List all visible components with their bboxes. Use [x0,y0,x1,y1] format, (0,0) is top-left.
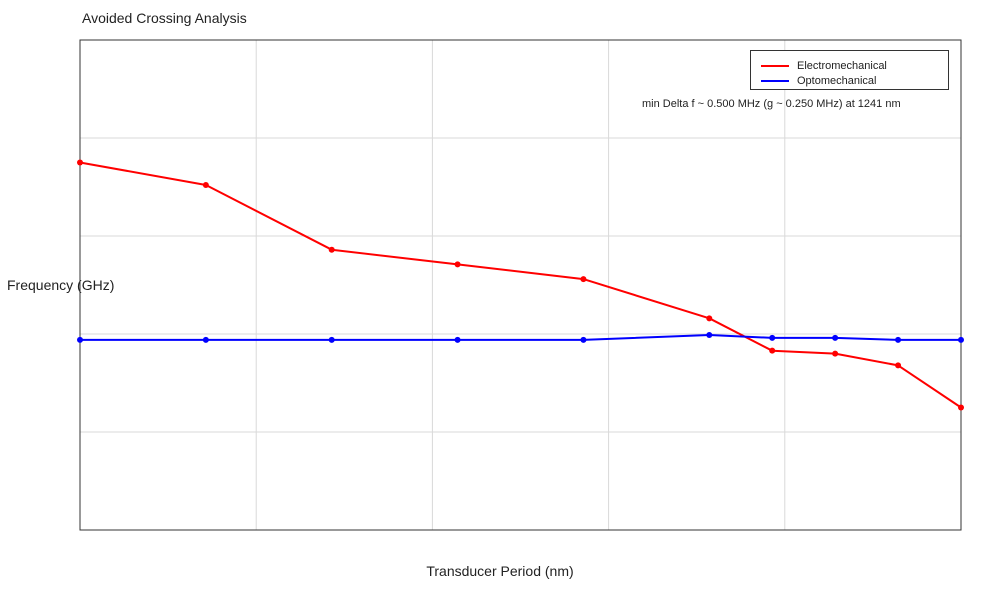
data-point-electromechanical [832,350,839,357]
legend-label-electromechanical: Electromechanical [797,60,887,72]
data-point-optomechanical [77,336,83,343]
data-point-electromechanical [328,246,335,253]
legend-swatch-electromechanical [761,65,789,67]
series-line-electromechanical [79,161,962,409]
plot-frame [79,39,962,531]
series-layer [77,159,964,411]
x-axis-label: Transducer Period (nm) [426,563,574,579]
data-point-optomechanical [769,334,776,341]
data-point-optomechanical [832,334,839,341]
series-optomechanical [77,331,964,343]
legend-label-optomechanical: Optomechanical [797,75,877,87]
data-point-optomechanical [202,336,209,343]
legend-item-optomechanical: Optomechanical [761,74,877,88]
y-axis-label: Frequency (GHz) [7,277,115,293]
data-point-electromechanical [454,261,461,268]
chart-title: Avoided Crossing Analysis [82,10,247,26]
grid-lines [80,40,961,530]
data-point-optomechanical [895,336,902,343]
data-point-electromechanical [895,362,902,369]
data-point-optomechanical [706,331,713,338]
data-point-optomechanical [958,336,964,343]
data-point-electromechanical [958,404,964,411]
legend-item-electromechanical: Electromechanical [761,59,887,73]
legend-swatch-optomechanical [761,80,789,82]
series-electromechanical [77,159,964,411]
data-point-electromechanical [202,182,209,189]
data-point-optomechanical [580,336,587,343]
data-point-electromechanical [769,347,776,354]
data-point-optomechanical [454,336,461,343]
data-point-electromechanical [580,276,587,283]
data-point-electromechanical [77,159,83,166]
min-delta-annotation: min Delta f ~ 0.500 MHz (g ~ 0.250 MHz) … [642,98,901,110]
data-point-electromechanical [706,315,713,322]
series-line-optomechanical [80,334,961,341]
legend: Electromechanical Optomechanical [750,50,949,90]
data-point-optomechanical [328,336,335,343]
